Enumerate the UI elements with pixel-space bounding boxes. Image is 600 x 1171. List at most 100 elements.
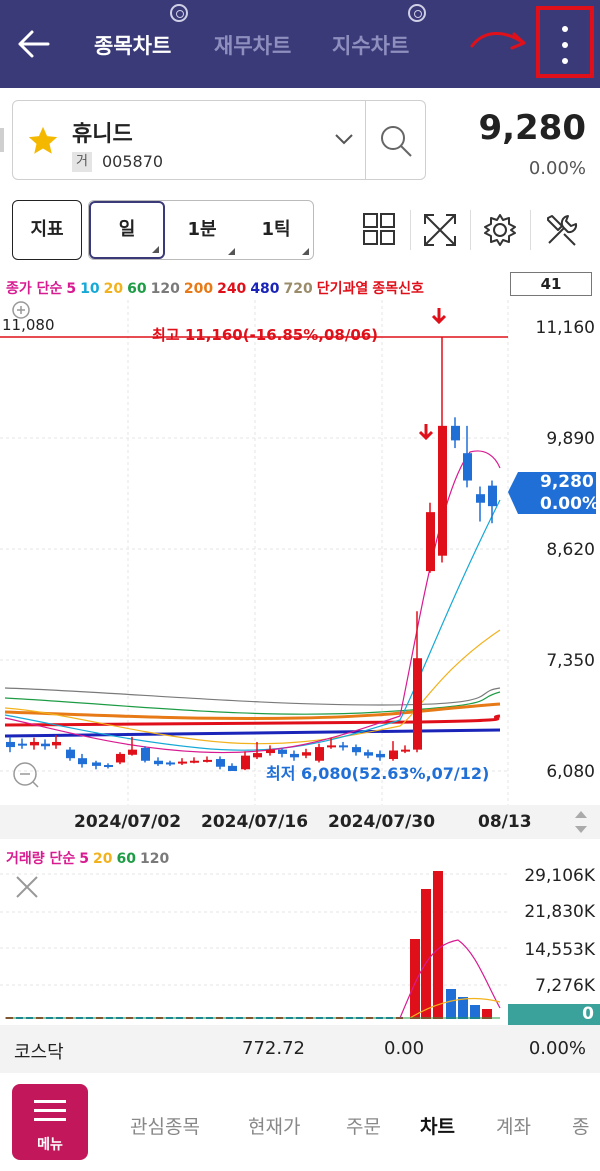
ma60-line [4, 691, 501, 715]
ma20-line [4, 629, 501, 745]
moving-average-legend[interactable]: 종가 단순 5 10 20 60 120 200 240 480 720 단기과열 종목신호 [6, 278, 428, 298]
annotation-arrow-icon [470, 32, 526, 50]
candle-body [339, 745, 348, 748]
nav-watchlist[interactable]: 관심종목 [130, 1116, 200, 1138]
zoom-out-icon[interactable] [13, 762, 39, 788]
menu-button[interactable]: 메뉴 [12, 1084, 88, 1160]
index-name: 코스닥 [14, 1042, 64, 1063]
favorite-star-icon[interactable] [26, 124, 60, 158]
tools-icon[interactable] [544, 212, 580, 248]
y-tick: 6,080 [546, 762, 595, 782]
legend-entry: 종가 단순 [6, 281, 63, 297]
more-options-menu-button[interactable] [536, 6, 594, 78]
stock-name: 휴니드 [72, 122, 133, 147]
volume-ma20-line [409, 997, 501, 1019]
fullscreen-icon[interactable] [422, 212, 458, 248]
indicator-button[interactable]: 지표 [12, 200, 82, 260]
toolbar-divider [410, 210, 411, 250]
date-axis [0, 805, 600, 839]
nav-chart[interactable]: 차트 [420, 1116, 455, 1138]
y-tick: 9,890 [546, 429, 595, 449]
candle-body [141, 747, 150, 761]
zoom-in-icon[interactable] [12, 301, 30, 319]
period-selector: 일 1분 1틱 [88, 200, 314, 260]
nav-account[interactable]: 계좌 [496, 1116, 531, 1138]
legend-entry: 단기과열 [316, 281, 369, 297]
ma240-line [4, 714, 501, 727]
current-price-tag-pct: 0.00% [540, 494, 599, 514]
volume-chart[interactable] [0, 860, 600, 1025]
candle-body [241, 755, 250, 770]
candlestick-chart[interactable] [0, 300, 600, 810]
candle-body [116, 753, 125, 763]
low-price-annotation: 최저 6,080(52.63%,07/12) [266, 764, 490, 783]
layout-grid-icon[interactable] [362, 212, 396, 246]
settings-gear-icon[interactable] [482, 212, 518, 248]
ma200-line [4, 702, 501, 721]
y-tick: 8,620 [546, 540, 595, 560]
volume-y-tick: 7,276K [535, 976, 595, 996]
left-price-label: 11,080 [2, 316, 55, 334]
tab-financial-chart[interactable]: 재무차트 [214, 34, 292, 58]
volume-bar [458, 997, 468, 1019]
index-change: 0.00 [384, 1038, 425, 1059]
volume-bar [421, 889, 431, 1019]
search-button[interactable] [366, 100, 426, 180]
candle-body [178, 761, 187, 764]
legend-entry: 20 [103, 281, 124, 297]
nav-order[interactable]: 주문 [346, 1116, 381, 1138]
toolbar-divider [470, 210, 471, 250]
candle-body [426, 512, 435, 572]
volume-legend[interactable]: 거래량 단순 5 20 60 120 [6, 848, 173, 868]
legend-entry: 720 [283, 281, 313, 297]
volume-bar [433, 871, 443, 1019]
candle-body [352, 747, 361, 753]
market-tag: 거 [72, 152, 92, 172]
index-ticker-bar[interactable] [0, 1025, 600, 1073]
down-arrow-signal-icon [431, 308, 447, 325]
candle-body [266, 749, 275, 754]
high-price-annotation: 최고 11,160(-16.85%,08/06) [152, 326, 379, 344]
tab-index-chart[interactable]: 지수차트 [332, 34, 410, 58]
candle-body [364, 752, 373, 756]
candle-body [438, 425, 447, 556]
candle-body [128, 749, 137, 755]
candle-body [413, 658, 422, 750]
menu-label: 메뉴 [37, 1137, 63, 1153]
toolbar-divider [530, 210, 531, 250]
period-1tick[interactable]: 1틱 [239, 201, 313, 259]
nav-more[interactable]: 종 [572, 1116, 590, 1138]
date-label: 08/13 [478, 812, 532, 832]
candle-body [327, 745, 336, 748]
legend-entry: 120 [150, 281, 180, 297]
nav-current-price[interactable]: 현재가 [248, 1116, 301, 1138]
candle-body [66, 749, 75, 759]
resize-handle-icon[interactable] [572, 808, 590, 836]
candle-body [315, 747, 324, 761]
down-arrow-signal-icon [418, 424, 434, 441]
period-day[interactable]: 일 [89, 201, 165, 259]
stock-selector[interactable] [12, 100, 366, 180]
volume-y-tick: 29,106K [524, 866, 595, 886]
index-value: 772.72 [242, 1038, 305, 1059]
date-label: 2024/07/30 [328, 812, 436, 832]
date-label: 2024/07/02 [74, 812, 182, 832]
candle-body [30, 741, 39, 746]
back-arrow-icon[interactable] [14, 24, 54, 64]
volume-current-tag [508, 1004, 600, 1025]
candle-body [6, 741, 15, 748]
chart-count-box[interactable]: 41 [510, 272, 592, 296]
close-icon[interactable] [14, 874, 40, 900]
chevron-down-icon[interactable] [334, 132, 354, 146]
candle-body [376, 753, 385, 758]
candle-body [290, 753, 299, 758]
legend-entry: 5 [79, 851, 90, 867]
ma10-line [4, 499, 501, 751]
candle-body [166, 762, 175, 765]
volume-y-tick: 14,553K [524, 940, 595, 960]
period-1min[interactable]: 1분 [165, 201, 239, 259]
tab-stock-chart[interactable]: 종목차트 [94, 34, 172, 58]
volume-bar [410, 939, 420, 1019]
candle-body [78, 758, 87, 765]
